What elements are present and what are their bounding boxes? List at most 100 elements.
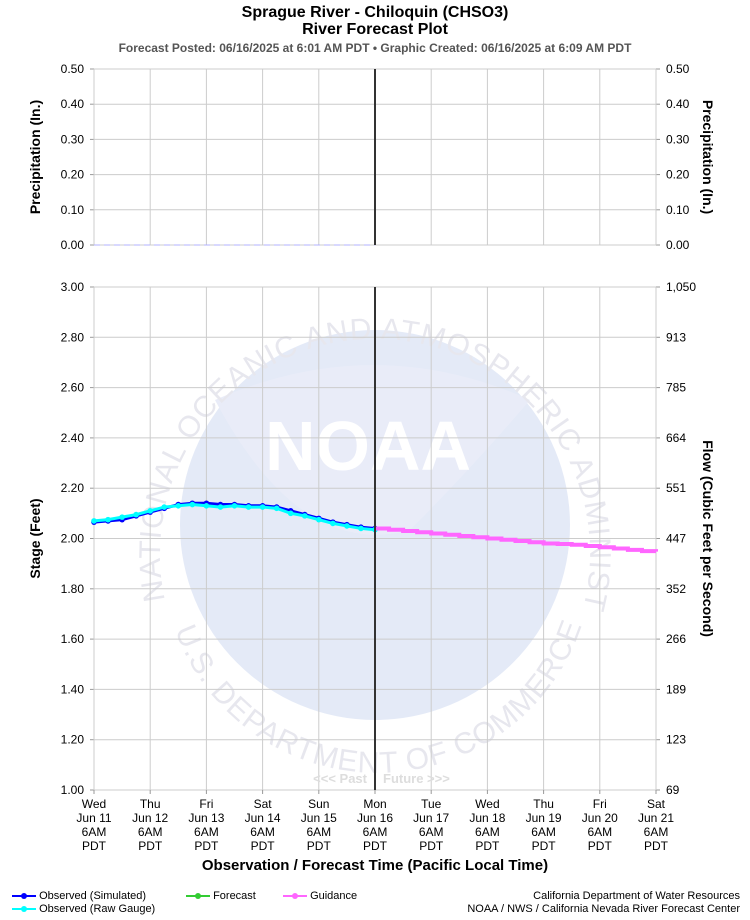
ytick-left-stage: 1.00 (61, 783, 85, 797)
ytick-left-stage: 3.00 (61, 280, 85, 294)
xtick-label: Jun 19 (526, 811, 562, 825)
ylabel-left-stage: Stage (Feet) (27, 498, 43, 578)
legend-observed-simulated-marker (12, 893, 36, 900)
point-observed-raw-gauge (301, 513, 308, 519)
point-observed-raw-gauge (259, 504, 266, 510)
ytick-right-stage: 352 (666, 582, 686, 596)
xtick-label: Sat (254, 797, 273, 811)
point-observed-raw-gauge (119, 514, 125, 520)
xtick-label: 6AM (250, 825, 275, 839)
past-label: <<< Past (313, 771, 368, 786)
ytick-right-stage: 551 (666, 481, 686, 495)
xtick-label: Jun 15 (301, 811, 337, 825)
ytick-right-precipitation: 0.40 (666, 97, 690, 111)
point-observed-raw-gauge (217, 504, 224, 510)
xtick-label: 6AM (419, 825, 444, 839)
ytick-right-stage: 664 (666, 431, 686, 445)
ylabel-right-precipitation: Precipitation (In.) (700, 100, 716, 214)
point-observed-raw-gauge (203, 503, 210, 509)
point-observed-raw-gauge (231, 503, 238, 509)
point-observed-raw-gauge (287, 510, 294, 517)
xtick-label: PDT (82, 839, 107, 853)
chart-title: Sprague River - Chiloquin (CHSO3) (241, 4, 509, 21)
legend-observed-raw: Observed (Raw Gauge) (12, 903, 155, 915)
ytick-left-stage: 1.60 (61, 632, 85, 646)
xtick-label: 6AM (363, 825, 388, 839)
series-line-guidance (375, 526, 658, 554)
xtick-label: Wed (475, 797, 499, 811)
watermark-logo-text: NOAA (265, 407, 471, 485)
xtick-label: Wed (82, 797, 106, 811)
ytick-left-precipitation: 0.00 (61, 238, 85, 252)
ytick-left-precipitation: 0.10 (61, 203, 85, 217)
point-observed-raw-gauge (91, 518, 97, 524)
legend-forecast-label: Forecast (213, 890, 256, 902)
point-observed-raw-gauge (245, 504, 252, 510)
xtick-label: Jun 21 (638, 811, 674, 825)
point-observed-raw-gauge (147, 508, 153, 514)
legend-observed-simulated-label: Observed (Simulated) (39, 890, 147, 902)
ytick-left-stage: 1.20 (61, 733, 85, 747)
ytick-right-precipitation: 0.00 (666, 238, 690, 252)
legend-observed-simulated: Observed (Simulated) (12, 890, 146, 902)
xtick-label: Thu (533, 797, 554, 811)
xtick-label: 6AM (587, 825, 612, 839)
ytick-left-precipitation: 0.30 (61, 132, 85, 146)
x-axis-title: Observation / Forecast Time (Pacific Loc… (202, 857, 548, 874)
point-observed-raw-gauge (175, 503, 182, 509)
ytick-right-precipitation: 0.10 (666, 203, 690, 217)
legend-guidance-marker (283, 893, 307, 900)
xtick-label: Fri (593, 797, 607, 811)
xtick-label: 6AM (194, 825, 219, 839)
xtick-label: Sun (308, 797, 329, 811)
ytick-right-precipitation: 0.30 (666, 132, 690, 146)
xtick-label: PDT (307, 839, 332, 853)
legend-forecast-marker (186, 893, 210, 900)
xtick-label: 6AM (531, 825, 556, 839)
ylabel-left-precipitation: Precipitation (In.) (27, 100, 43, 214)
xtick-label: PDT (194, 839, 219, 853)
watermark-wave (215, 365, 530, 535)
point-observed-raw-gauge (358, 525, 364, 532)
ytick-right-stage: 123 (666, 733, 686, 747)
xtick-label: Jun 20 (582, 811, 618, 825)
xtick-label: 6AM (138, 825, 163, 839)
future-label: Future >>> (383, 771, 450, 786)
ytick-right-stage: 913 (666, 330, 686, 344)
ytick-left-stage: 1.40 (61, 682, 85, 696)
posted-info: Forecast Posted: 06/16/2025 at 6:01 AM P… (118, 41, 632, 55)
ytick-left-stage: 1.80 (61, 582, 85, 596)
ylabel-right-stage: Flow (Cubic Feet per Second) (700, 440, 716, 637)
point-observed-raw-gauge (344, 523, 350, 529)
xtick-label: Jun 12 (132, 811, 168, 825)
legend-forecast: Forecast (186, 890, 256, 902)
xtick-label: Fri (199, 797, 213, 811)
ytick-left-precipitation: 0.20 (61, 168, 85, 182)
xtick-label: Jun 18 (469, 811, 505, 825)
ytick-right-precipitation: 0.20 (666, 168, 690, 182)
ytick-right-stage: 785 (666, 381, 686, 395)
chart-subtitle: River Forecast Plot (302, 21, 448, 38)
xtick-label: PDT (588, 839, 613, 853)
xtick-label: Jun 14 (245, 811, 281, 825)
xtick-label: Jun 17 (413, 811, 449, 825)
xtick-label: 6AM (644, 825, 669, 839)
xtick-label: 6AM (82, 825, 107, 839)
point-observed-raw-gauge (273, 505, 280, 512)
ytick-left-precipitation: 0.40 (61, 97, 85, 111)
point-observed-raw-gauge (330, 520, 336, 527)
legend-guidance-label: Guidance (310, 890, 358, 902)
ytick-left-stage: 2.60 (61, 381, 85, 395)
point-observed-raw-gauge (105, 516, 111, 523)
ytick-left-stage: 2.80 (61, 330, 85, 344)
credit-dwr: California Department of Water Resources (533, 890, 740, 902)
credit-nws: NOAA / NWS / California Nevada River For… (467, 903, 740, 915)
xtick-label: 6AM (306, 825, 331, 839)
ytick-right-stage: 1,050 (666, 280, 696, 294)
xtick-label: Tue (421, 797, 442, 811)
xtick-label: PDT (251, 839, 276, 853)
ytick-left-stage: 2.40 (61, 431, 85, 445)
xtick-label: Jun 13 (188, 811, 224, 825)
point-observed-raw-gauge (189, 501, 196, 508)
